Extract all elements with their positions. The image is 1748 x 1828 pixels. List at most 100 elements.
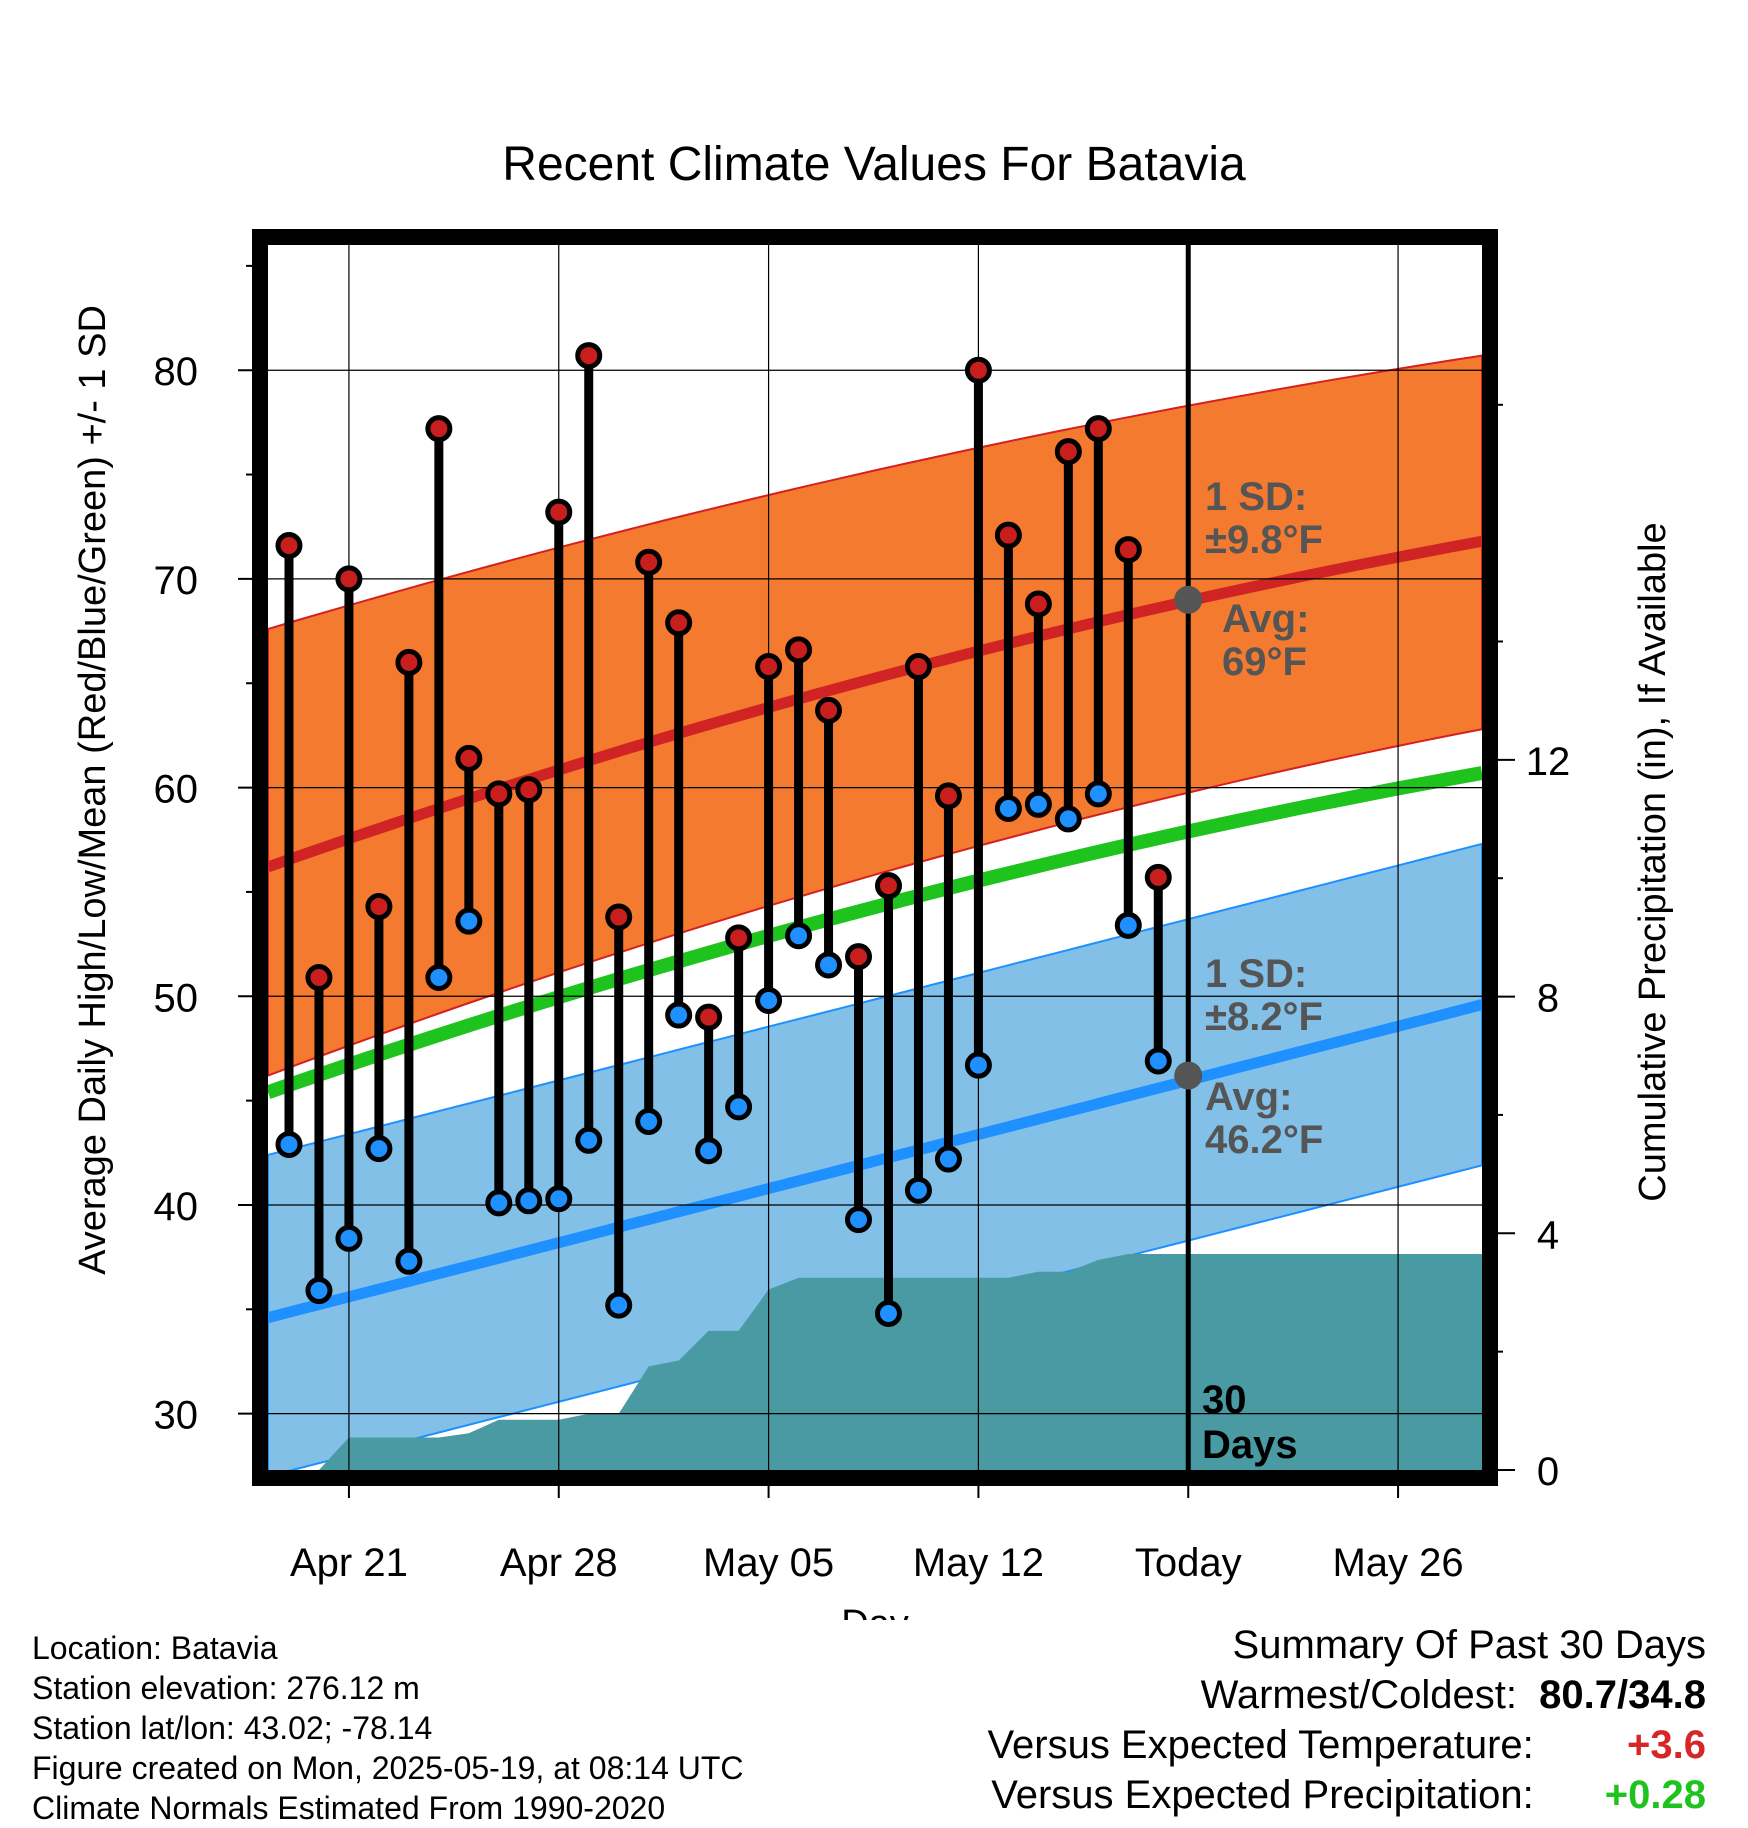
- low-dot: [395, 1247, 423, 1275]
- temp-anomaly-value: +3.6: [1627, 1723, 1706, 1767]
- high-dot: [575, 342, 603, 370]
- high-dot: [305, 963, 333, 991]
- low-dot: [845, 1206, 873, 1234]
- y-tick-label: 50: [154, 976, 199, 1020]
- days-window-number: 30: [1202, 1378, 1247, 1422]
- warmest-label: Warmest/Coldest:: [1200, 1673, 1517, 1717]
- low-dot: [1144, 1047, 1172, 1075]
- low-dot: [1054, 805, 1082, 833]
- y2-axis-label: Cumulative Precipitation (in), If Availa…: [1632, 522, 1674, 1201]
- high-dot: [605, 903, 633, 931]
- climate-chart: Recent Climate Values For Batavia 1 SD:±…: [72, 138, 1674, 1620]
- low-dot: [964, 1051, 992, 1079]
- high-dot: [335, 565, 363, 593]
- high-dot: [1054, 438, 1082, 466]
- low-dot: [485, 1189, 513, 1217]
- low-dot: [335, 1224, 363, 1252]
- x-tick-label: Today: [1135, 1541, 1242, 1585]
- high-dot: [485, 780, 513, 808]
- high-avg-label: Avg:: [1222, 597, 1309, 641]
- x-tick-label: Apr 28: [500, 1541, 618, 1585]
- high-dot: [1024, 590, 1052, 618]
- high-dot: [964, 356, 992, 384]
- low-dot: [815, 951, 843, 979]
- high-dot: [365, 893, 393, 921]
- high-dot: [725, 924, 753, 952]
- high-dot: [515, 776, 543, 804]
- low-sd-value: ±8.2°F: [1205, 995, 1323, 1039]
- high-dot: [1114, 536, 1142, 564]
- low-avg-value: 46.2°F: [1205, 1118, 1323, 1162]
- high-sd-label: 1 SD:: [1205, 475, 1307, 519]
- x-tick-label: May 05: [703, 1541, 834, 1585]
- high-dot: [695, 1003, 723, 1031]
- y-axis-label: Average Daily High/Low/Mean (Red/Blue/Gr…: [72, 305, 114, 1275]
- precip-anomaly-value: +0.28: [1604, 1773, 1706, 1817]
- summary-warmest-row: Warmest/Coldest: 80.7/34.8: [988, 1670, 1706, 1720]
- summary-panel: Summary Of Past 30 Days Warmest/Coldest:…: [988, 1620, 1706, 1820]
- high-dot: [275, 532, 303, 560]
- high-dot: [425, 415, 453, 443]
- x-axis-label: Day: [841, 1603, 909, 1620]
- station-info: Location: Batavia Station elevation: 276…: [32, 1628, 744, 1828]
- low-dot: [605, 1291, 633, 1319]
- low-dot: [695, 1137, 723, 1165]
- summary-title: Summary Of Past 30 Days: [1232, 1623, 1706, 1667]
- days-window-label: Days: [1202, 1423, 1298, 1467]
- elevation-text: Station elevation: 276.12 m: [32, 1670, 420, 1706]
- low-dot: [275, 1130, 303, 1158]
- low-dot: [1114, 911, 1142, 939]
- high-dot: [545, 498, 573, 526]
- low-dot: [455, 907, 483, 935]
- today-low-avg-marker: [1174, 1061, 1203, 1090]
- high-avg-value: 69°F: [1222, 640, 1307, 684]
- low-dot: [934, 1145, 962, 1173]
- chart-title: Recent Climate Values For Batavia: [502, 138, 1246, 191]
- summary-temp-row: Versus Expected Temperature: +3.6: [988, 1720, 1706, 1770]
- y2-tick-label: 8: [1537, 977, 1559, 1021]
- low-sd-label: 1 SD:: [1205, 952, 1307, 996]
- y2-tick-label: 4: [1537, 1213, 1559, 1257]
- y-tick-label: 70: [154, 559, 199, 603]
- low-dot: [1084, 780, 1112, 808]
- low-dot: [874, 1299, 902, 1327]
- plot-frame: [252, 229, 1498, 1486]
- created-text: Figure created on Mon, 2025-05-19, at 08…: [32, 1750, 744, 1786]
- low-dot: [785, 922, 813, 950]
- x-tick-label: Apr 21: [290, 1541, 408, 1585]
- low-dot: [305, 1277, 333, 1305]
- high-dot: [1084, 415, 1112, 443]
- low-dot: [725, 1093, 753, 1121]
- high-dot: [1144, 863, 1172, 891]
- x-tick-label: May 26: [1332, 1541, 1463, 1585]
- mean-line: [268, 766, 1482, 1099]
- high-dot: [785, 636, 813, 664]
- high-dot: [455, 744, 483, 772]
- temp-anomaly-label: Versus Expected Temperature:: [987, 1723, 1534, 1767]
- high-dot: [635, 548, 663, 576]
- normals-text: Climate Normals Estimated From 1990-2020: [32, 1790, 666, 1826]
- high-dot: [395, 648, 423, 676]
- high-dot: [994, 521, 1022, 549]
- high-dot: [665, 609, 693, 637]
- low-dot: [365, 1135, 393, 1163]
- low-dot: [755, 986, 783, 1014]
- high-dot: [874, 872, 902, 900]
- y2-tick-label: 12: [1526, 740, 1571, 784]
- x-tick-label: May 12: [913, 1541, 1044, 1585]
- low-avg-label: Avg:: [1205, 1075, 1292, 1119]
- high-dot: [904, 653, 932, 681]
- high-dot: [934, 782, 962, 810]
- y-tick-label: 40: [154, 1185, 199, 1229]
- low-dot: [665, 1001, 693, 1029]
- latlon-text: Station lat/lon: 43.02; -78.14: [32, 1710, 433, 1746]
- high-dot: [845, 943, 873, 971]
- low-dot: [575, 1126, 603, 1154]
- today-high-avg-marker: [1174, 585, 1203, 614]
- precip-anomaly-label: Versus Expected Precipitation:: [991, 1773, 1534, 1817]
- low-dot: [635, 1107, 663, 1135]
- low-dot: [425, 963, 453, 991]
- low-avg-line: [268, 999, 1482, 1324]
- high-dot: [815, 696, 843, 724]
- location-text: Location: Batavia: [32, 1630, 278, 1666]
